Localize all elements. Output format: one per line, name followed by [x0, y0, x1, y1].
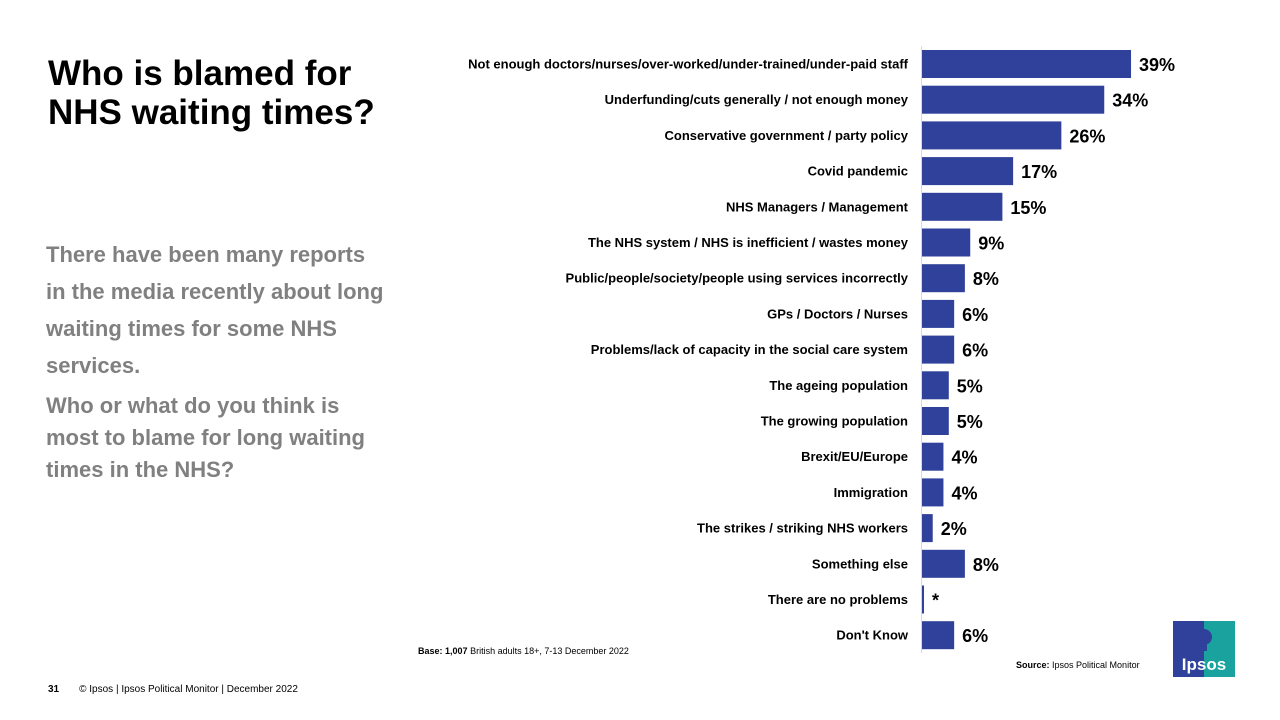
bar	[922, 621, 955, 650]
source-text: Ipsos Political Monitor	[1052, 660, 1140, 670]
bar	[922, 85, 1105, 114]
category-label: Something else	[812, 556, 908, 571]
category-label: GPs / Doctors / Nurses	[767, 306, 908, 321]
bar	[922, 157, 1014, 186]
category-label: The NHS system / NHS is inefficient / wa…	[588, 235, 909, 250]
bar	[922, 407, 949, 435]
category-label: The growing population	[761, 414, 908, 429]
base-note: Base: 1,007 British adults 18+, 7-13 Dec…	[418, 646, 629, 656]
category-label: NHS Managers / Management	[726, 199, 909, 214]
category-label: Underfunding/cuts generally / not enough…	[605, 92, 909, 107]
bar	[922, 335, 955, 364]
data-label: 8%	[973, 555, 999, 575]
footer: 31 © Ipsos | Ipsos Political Monitor | De…	[48, 684, 298, 695]
category-label: Immigration	[834, 485, 908, 500]
bar	[922, 371, 949, 400]
source-label: Source:	[1016, 660, 1050, 670]
bar	[922, 478, 944, 507]
category-label: Covid pandemic	[808, 164, 908, 179]
data-label: 17%	[1021, 162, 1057, 182]
data-label: 26%	[1069, 126, 1105, 146]
bar	[922, 514, 933, 543]
ipsos-logo: Ipsos	[1173, 621, 1235, 677]
data-label: 39%	[1139, 55, 1175, 75]
data-label: 2%	[941, 519, 967, 539]
page-number: 31	[48, 684, 60, 695]
data-label: 5%	[957, 412, 983, 432]
base-text: British adults 18+, 7-13 December 2022	[470, 646, 629, 656]
intro-text: There have been many reports in the medi…	[46, 242, 384, 378]
footer-text: © Ipsos | Ipsos Political Monitor | Dece…	[79, 684, 298, 695]
category-label: Public/people/society/people using servi…	[566, 271, 909, 286]
page-title: Who is blamed for NHS waiting times?	[48, 54, 375, 132]
data-label: 8%	[973, 269, 999, 289]
data-label: 6%	[962, 341, 988, 361]
category-label: Problems/lack of capacity in the social …	[591, 342, 908, 357]
data-label: *	[932, 591, 939, 611]
category-label: There are no problems	[768, 592, 908, 607]
data-label: 9%	[978, 234, 1004, 254]
base-value: 1,007	[445, 646, 468, 656]
bar	[922, 192, 1003, 221]
bar	[922, 228, 971, 257]
bar	[922, 585, 924, 614]
category-label: Not enough doctors/nurses/over-worked/un…	[468, 57, 909, 72]
svg-text:Ipsos: Ipsos	[1182, 655, 1226, 674]
category-label: The ageing population	[769, 378, 908, 393]
bar	[922, 299, 955, 328]
bar	[922, 549, 965, 578]
data-label: 6%	[962, 305, 988, 325]
bar	[922, 50, 1132, 78]
category-label: Conservative government / party policy	[665, 128, 909, 143]
source-note: Source: Ipsos Political Monitor	[1016, 660, 1140, 670]
category-label: Don't Know	[836, 628, 909, 643]
bar	[922, 442, 944, 471]
category-label: Brexit/EU/Europe	[801, 449, 908, 464]
data-label: 6%	[962, 626, 988, 646]
category-label: The strikes / striking NHS workers	[697, 521, 908, 536]
data-label: 15%	[1010, 198, 1046, 218]
data-label: 4%	[951, 483, 977, 503]
data-label: 5%	[957, 376, 983, 396]
bar	[922, 264, 965, 293]
base-label: Base:	[418, 646, 443, 656]
question-text: Who or what do you think is most to blam…	[46, 393, 365, 482]
data-label: 4%	[951, 448, 977, 468]
bar	[922, 121, 1062, 150]
data-label: 34%	[1112, 91, 1148, 111]
